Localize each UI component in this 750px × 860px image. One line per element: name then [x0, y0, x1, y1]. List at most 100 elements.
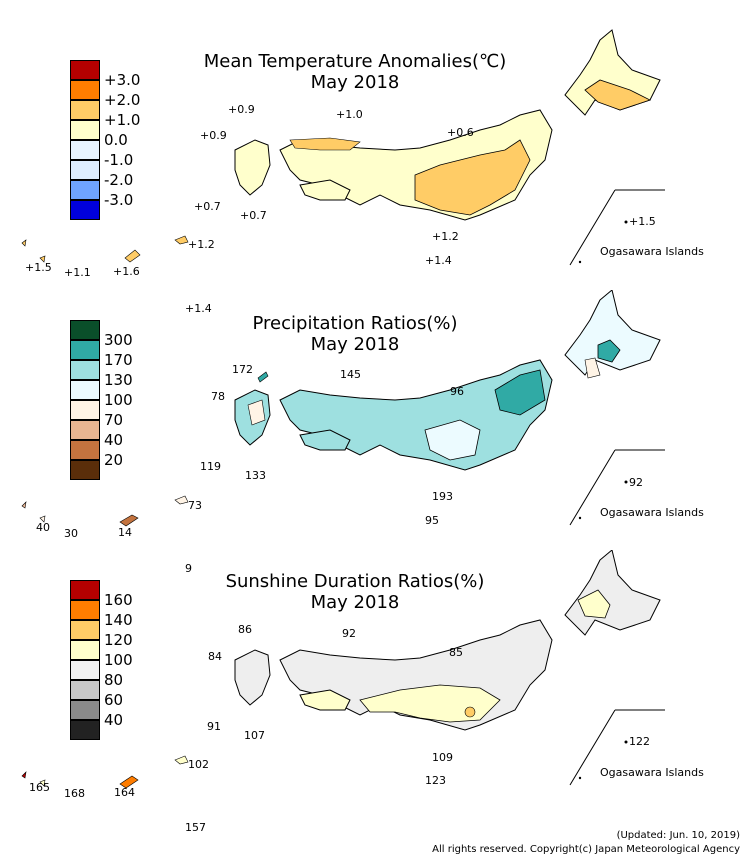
kyushu-shape	[234, 139, 271, 196]
station-value: 107	[244, 729, 265, 742]
station-value: 14	[118, 526, 132, 539]
station-value: 84	[208, 650, 222, 663]
station-value: 145	[340, 368, 361, 381]
legend-swatch-1	[70, 320, 100, 340]
legend-swatch-5	[70, 660, 100, 680]
station-value: +1.1	[64, 266, 91, 279]
hokkaido-shape	[564, 290, 661, 376]
station-value: 95	[425, 514, 439, 527]
station-value: 168	[64, 787, 85, 800]
station-value: 40	[36, 521, 50, 534]
honshu-near-normal	[424, 419, 481, 461]
sado-island	[257, 371, 269, 383]
shikoku-shape	[299, 429, 351, 451]
station-value: +0.9	[228, 103, 255, 116]
station-value: 119	[200, 460, 221, 473]
hokkaido-shape	[564, 550, 661, 636]
station-value: 123	[425, 774, 446, 787]
station-value: 86	[238, 623, 252, 636]
station-value: 92	[629, 476, 643, 489]
legend-swatch-3	[70, 100, 100, 120]
legend-label: +2.0	[104, 91, 141, 109]
station-value: 122	[629, 735, 650, 748]
station-value: 102	[188, 758, 209, 771]
precipitation-title: Precipitation Ratios(%) May 2018	[180, 313, 530, 355]
legend-swatch-7	[70, 180, 100, 200]
station-value: 109	[432, 751, 453, 764]
station-value: +1.2	[188, 238, 215, 251]
station-value: 73	[188, 499, 202, 512]
station-value: 85	[449, 646, 463, 659]
legend-swatch-5	[70, 140, 100, 160]
hokkaido-wet-region	[597, 339, 621, 363]
legend-swatch-2	[70, 600, 100, 620]
legend-swatch-5	[70, 400, 100, 420]
station-value: +1.4	[425, 254, 452, 267]
sunshine-title: Sunshine Duration Ratios(%) May 2018	[180, 571, 530, 613]
legend-label: -1.0	[104, 151, 134, 169]
station-value: +0.6	[447, 126, 474, 139]
ogasawara-label: Ogasawara Islands	[600, 766, 704, 779]
legend-label: -3.0	[104, 191, 134, 209]
hokkaido-warm-region	[584, 79, 652, 111]
precipitation-title-line2: May 2018	[310, 334, 400, 355]
legend-label: 160	[104, 591, 133, 609]
legend-swatch-4	[70, 640, 100, 660]
precipitation-title-line1: Precipitation Ratios(%)	[252, 313, 458, 334]
station-value: +1.4	[185, 302, 212, 315]
legend-swatch-3	[70, 620, 100, 640]
station-value: 30	[64, 527, 78, 540]
legend-label: 70	[104, 411, 124, 429]
station-value: +0.7	[240, 209, 267, 222]
legend-label: +3.0	[104, 71, 141, 89]
honshu-warm-region	[414, 139, 531, 216]
station-value: 78	[211, 390, 225, 403]
sunshine-panel: Sunshine Duration Ratios(%) May 2018 160…	[0, 550, 750, 835]
legend-label: 60	[104, 691, 124, 709]
legend-label: 40	[104, 431, 124, 449]
legend-swatch-7	[70, 440, 100, 460]
kyushu-dry-region	[247, 399, 266, 426]
hokkaido-dry-region	[584, 357, 601, 379]
legend-swatch-6	[70, 420, 100, 440]
legend-swatch-4	[70, 380, 100, 400]
legend-swatch-2	[70, 80, 100, 100]
temperature-title-line1: Mean Temperature Anomalies(℃)	[203, 51, 507, 72]
sunshine-title-line1: Sunshine Duration Ratios(%)	[225, 571, 485, 592]
legend-swatch-1	[70, 580, 100, 600]
legend-label: 100	[104, 651, 133, 669]
station-value: 172	[232, 363, 253, 376]
precipitation-map	[21, 290, 665, 527]
legend-label: 140	[104, 611, 133, 629]
legend-swatch-1	[70, 60, 100, 80]
station-value: +0.9	[200, 129, 227, 142]
temperature-panel: Mean Temperature Anomalies(℃) May 2018 +…	[0, 0, 750, 315]
sunshine-map	[21, 550, 665, 789]
station-value: 193	[432, 490, 453, 503]
legend-swatch-7	[70, 700, 100, 720]
legend-swatch-4	[70, 120, 100, 140]
station-value: 9	[185, 562, 192, 575]
station-value: +1.6	[113, 265, 140, 278]
legend-label: 120	[104, 631, 133, 649]
honshu-shape	[279, 359, 553, 471]
station-value: +1.5	[629, 215, 656, 228]
legend-label: 40	[104, 711, 124, 729]
shikoku-shape	[299, 179, 351, 201]
legend-swatch-6	[70, 160, 100, 180]
station-value: 164	[114, 786, 135, 799]
legend-swatch-8	[70, 460, 100, 480]
ogasawara-label: Ogasawara Islands	[600, 506, 704, 519]
legend-label: +1.0	[104, 111, 141, 129]
legend-label: 100	[104, 391, 133, 409]
legend-label: 300	[104, 331, 133, 349]
updated-date: (Updated: Jun. 10, 2019)	[616, 830, 740, 841]
legend-label: 80	[104, 671, 124, 689]
hokkaido-sunny-region	[577, 589, 611, 619]
legend-swatch-8	[70, 200, 100, 220]
temperature-map	[21, 29, 665, 266]
legend-label: 170	[104, 351, 133, 369]
station-value: 157	[185, 821, 206, 834]
station-value: 96	[450, 385, 464, 398]
footer: (Updated: Jun. 10, 2019) All rights rese…	[432, 829, 740, 857]
